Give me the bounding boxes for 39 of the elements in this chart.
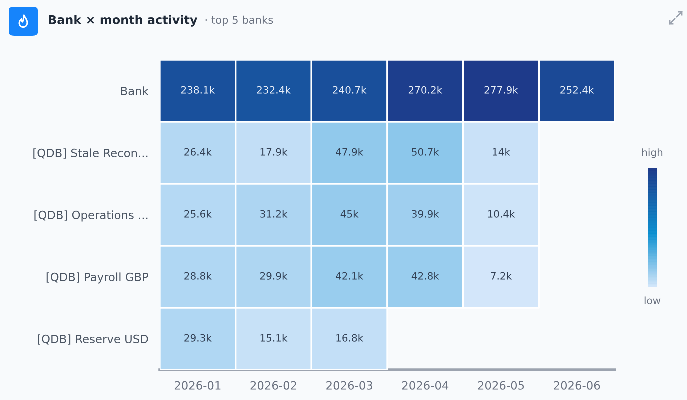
data-label: 7.2k <box>491 272 512 280</box>
data-label: 10.4k <box>488 210 516 218</box>
data-label: 47.9k <box>336 148 364 156</box>
text: high <box>642 148 663 158</box>
y-tick-label: [QDB] Stale Recon... <box>34 148 148 159</box>
data-label: 270.2k <box>408 86 443 94</box>
y-tick-label: [QDB] Reserve USD <box>38 334 148 345</box>
y-tick-label: [QDB] Operations ... <box>34 210 148 222</box>
x-tick-label: 2026-03 <box>326 381 372 390</box>
data-label: 232.4k <box>257 86 291 94</box>
data-label: 31.2k <box>260 210 288 218</box>
data-label: 16.8k <box>336 334 364 342</box>
y-tick-label: [QDB] Payroll GBP <box>46 272 148 284</box>
data-label: 25.6k <box>184 210 212 218</box>
x-tick-label: 2026-04 <box>402 381 449 390</box>
data-label: 39.9k <box>412 210 440 218</box>
x-tick-label: 2026-06 <box>554 381 600 390</box>
data-label: 14k <box>493 148 510 156</box>
data-label: 42.1k <box>336 272 364 280</box>
x-tick-label: 2026-02 <box>250 381 296 390</box>
data-label: 238.1k <box>181 86 216 94</box>
data-label: 17.9k <box>260 148 288 156</box>
data-label: 277.9k <box>484 86 518 94</box>
data-label: 29.9k <box>260 272 288 280</box>
data-label: 50.7k <box>412 148 440 156</box>
chart-title: Bank × month activity <box>49 15 198 27</box>
data-label: 26.4k <box>184 148 212 156</box>
data-label: 45k <box>340 210 359 218</box>
data-label: 240.7k <box>333 86 367 94</box>
x-tick-label: 2026-01 <box>174 381 221 390</box>
data-label: 28.8k <box>184 272 212 280</box>
text: low <box>644 296 661 304</box>
data-label: 29.3k <box>184 334 212 342</box>
chart-subtitle: · top 5 banks <box>206 16 274 26</box>
data-label: 42.8k <box>412 272 440 280</box>
y-tick-label: Bank <box>121 86 149 96</box>
x-tick-label: 2026-05 <box>478 381 524 390</box>
data-label: 15.1k <box>260 334 288 342</box>
data-label: 252.4k <box>560 86 594 94</box>
